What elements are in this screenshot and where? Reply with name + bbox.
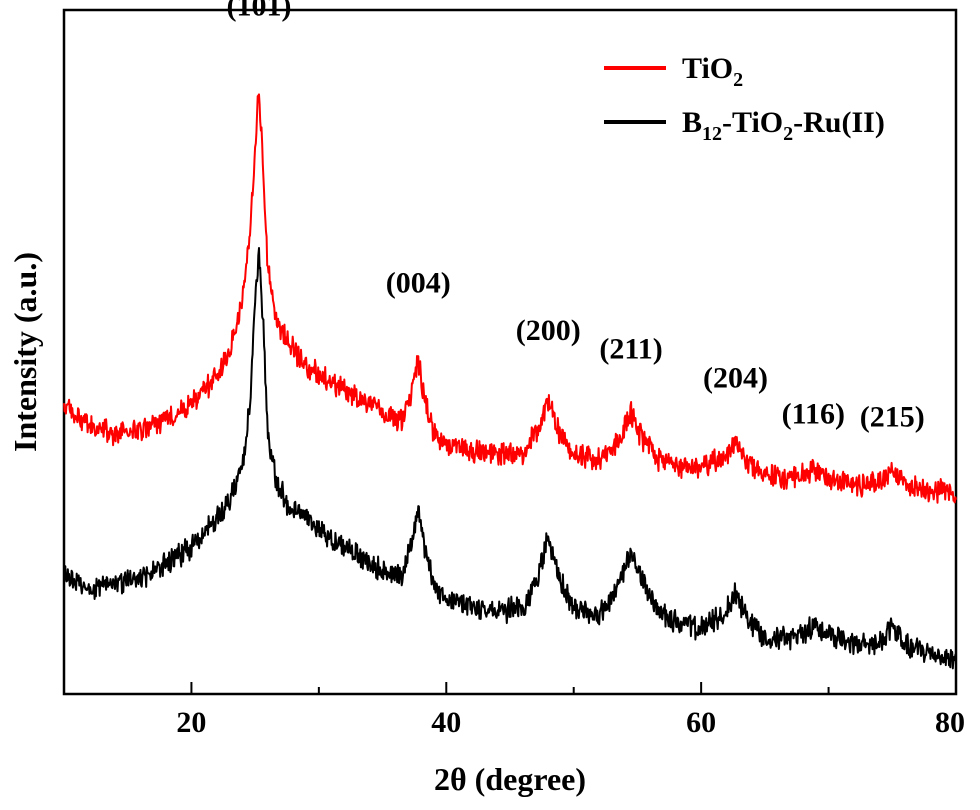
- peak-label: (116): [782, 398, 845, 431]
- legend: TiO2 B12-TiO2-Ru(II): [604, 52, 885, 145]
- plot-frame: [62, 8, 958, 696]
- peak-label: (215): [860, 400, 925, 433]
- peak-annotations: (101) (004) (200) (211) (204) (116) (215): [226, 0, 924, 433]
- series-layer: [63, 93, 957, 670]
- y-axis-title: Intensity (a.u.): [7, 252, 43, 452]
- series-line-b12-tio2-ru: [63, 247, 957, 670]
- peak-label: (211): [599, 333, 662, 366]
- series-line-tio2: [63, 93, 957, 504]
- x-ticks: 20 40 60 80: [63, 682, 965, 739]
- peak-label: (204): [703, 362, 768, 395]
- peak-label: (101): [226, 0, 291, 22]
- x-tick-label: 80: [935, 706, 965, 739]
- plot-area: 20 40 60 80: [62, 8, 965, 739]
- legend-label-tio2: TiO2: [682, 52, 743, 91]
- legend-label-b12-tio2-ru: B12-TiO2-Ru(II): [682, 106, 885, 145]
- x-tick-label: 20: [176, 706, 206, 739]
- peak-label: (004): [386, 266, 451, 299]
- x-axis-title: 2θ (degree): [434, 761, 586, 797]
- x-tick-label: 40: [431, 706, 461, 739]
- peak-label: (200): [516, 314, 581, 347]
- x-tick-label: 60: [686, 706, 716, 739]
